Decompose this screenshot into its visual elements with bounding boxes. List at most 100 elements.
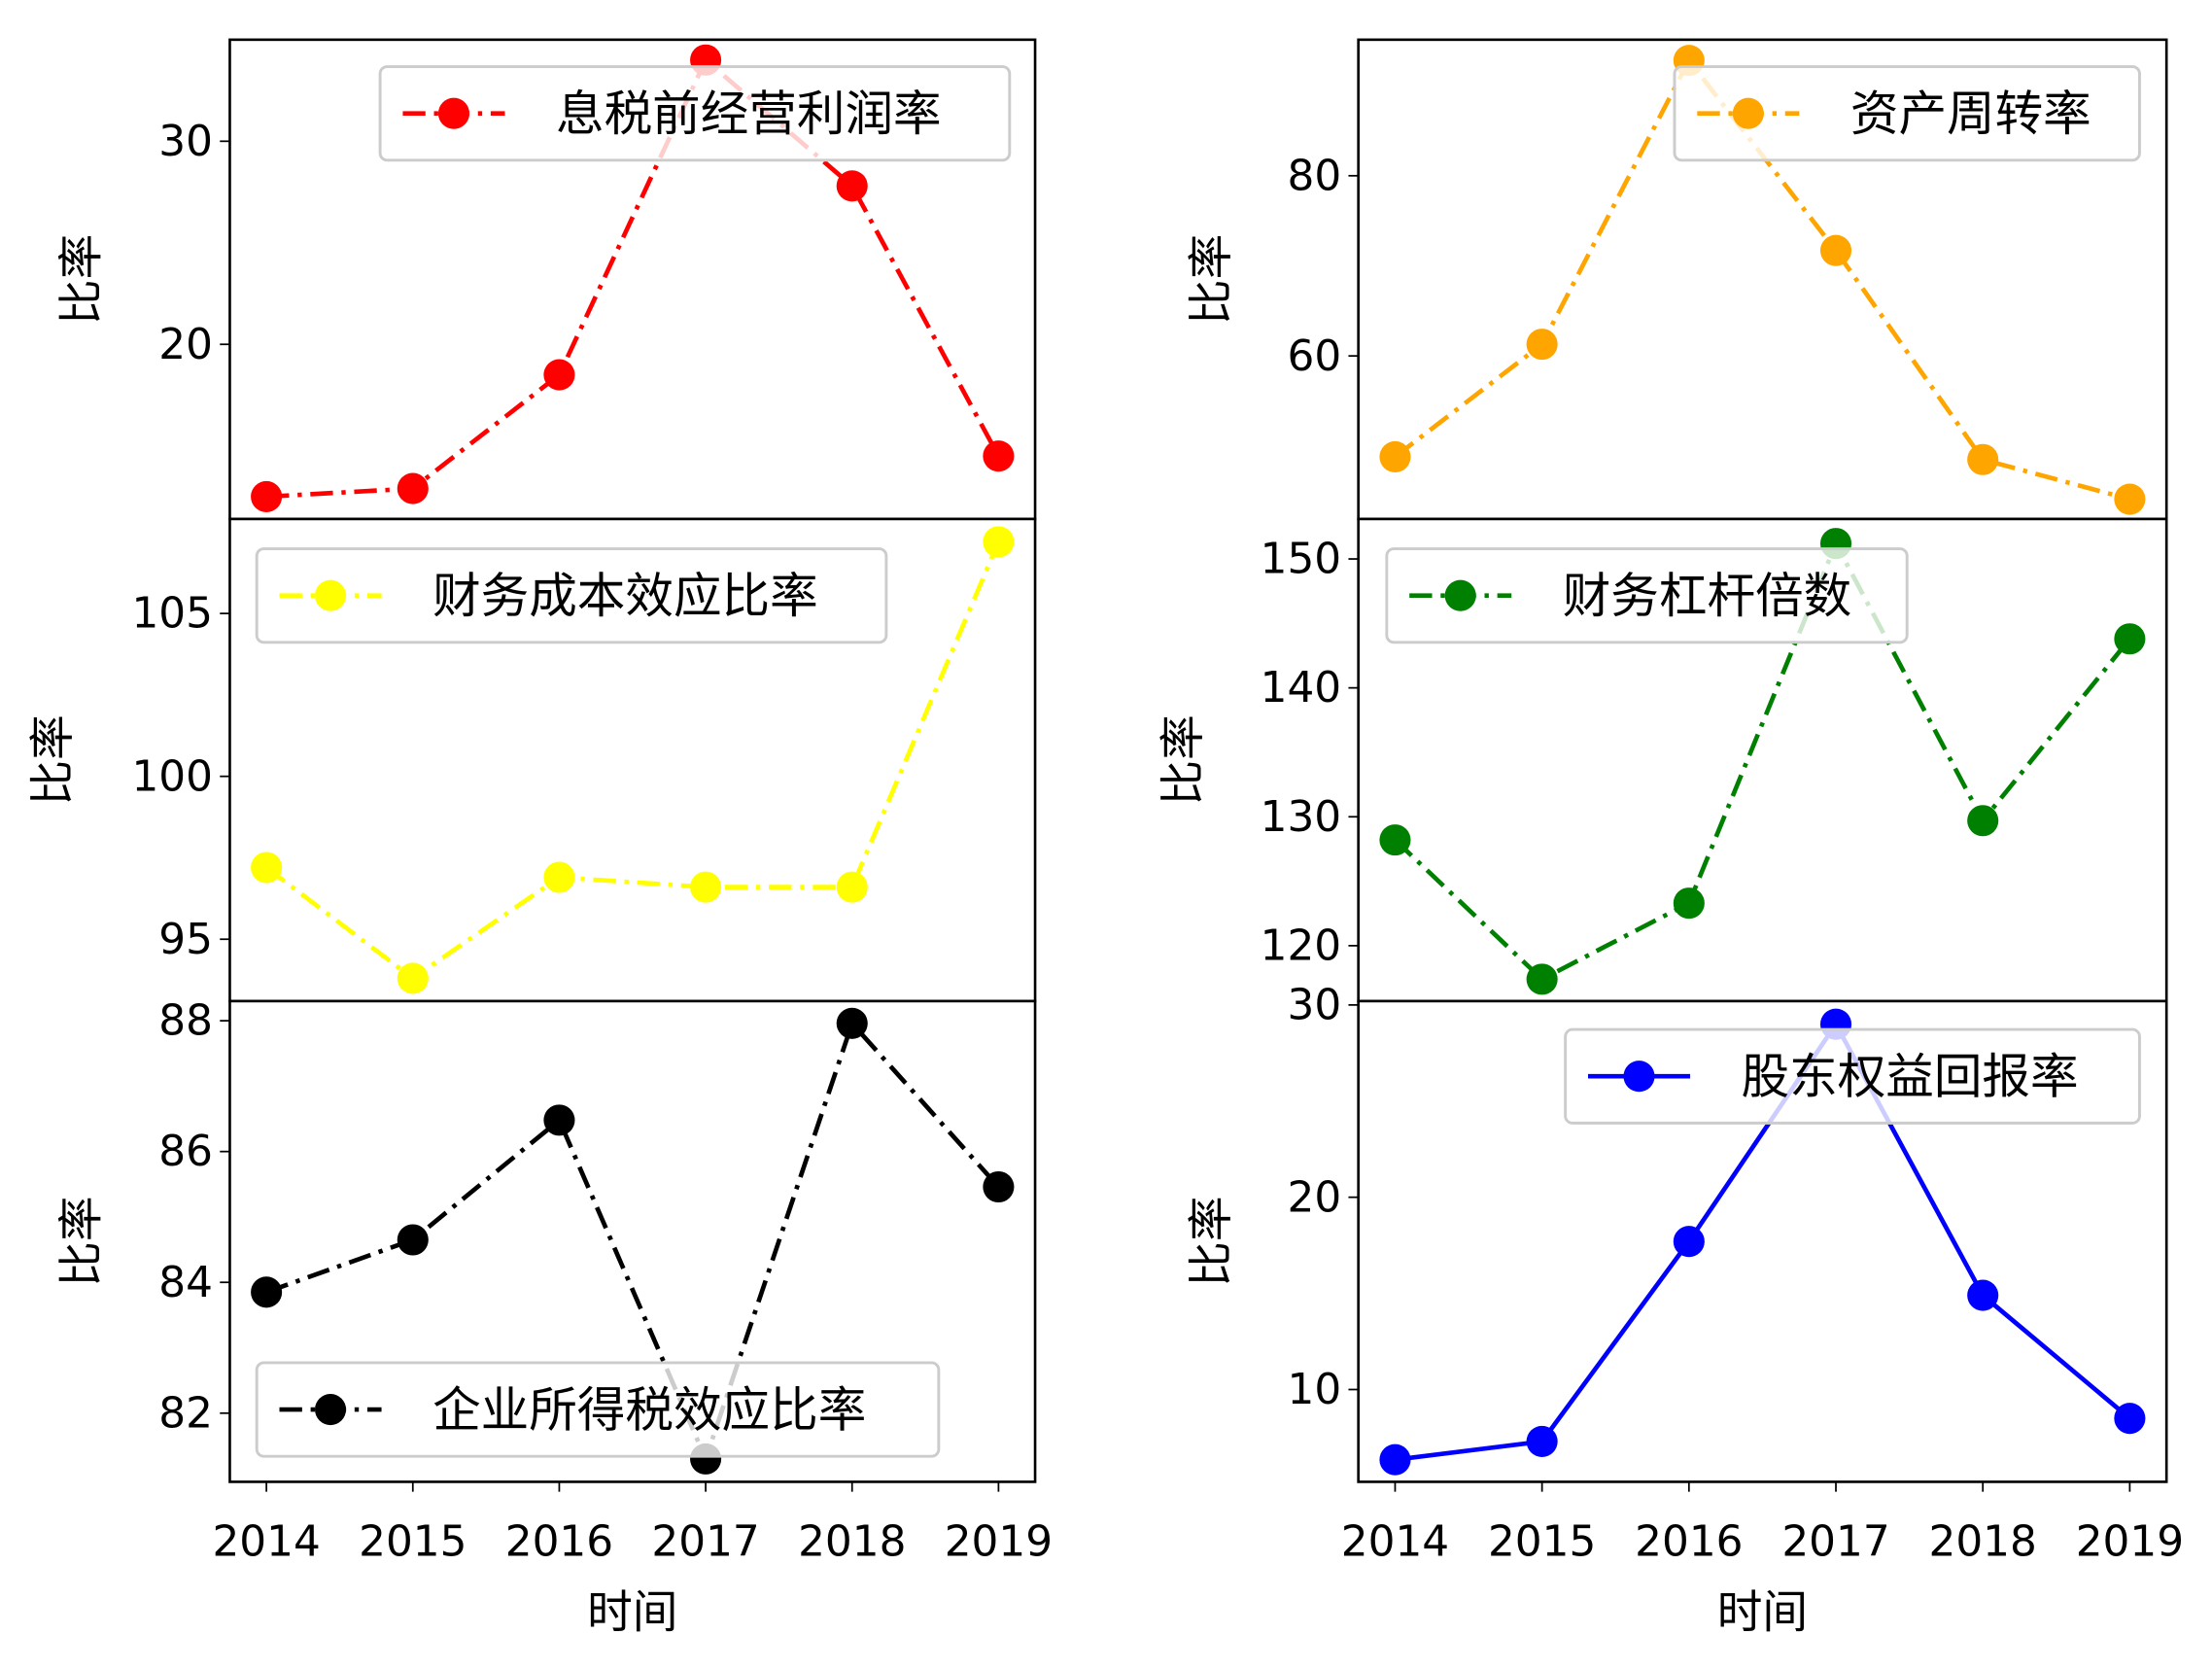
y-axis-label: 比率 bbox=[55, 234, 108, 325]
data-point bbox=[983, 526, 1015, 558]
subplot-1: 20 30 比率 息税前经营利润率 bbox=[55, 38, 1037, 530]
x-tick-label: 2014 bbox=[1341, 1516, 1449, 1566]
data-point bbox=[251, 852, 283, 884]
data-point bbox=[251, 1276, 283, 1308]
x-tick-label: 2017 bbox=[651, 1516, 759, 1566]
series-line bbox=[265, 1019, 1001, 1466]
series-line bbox=[1395, 1020, 2131, 1463]
data-point bbox=[1673, 887, 1705, 920]
y-tick-label: 120 bbox=[1261, 921, 1342, 970]
data-point bbox=[543, 861, 575, 893]
data-point bbox=[2114, 623, 2146, 655]
legend: 资产周转率 bbox=[1673, 65, 2141, 162]
y-tick-label: 20 bbox=[158, 320, 213, 369]
data-point bbox=[1379, 1443, 1411, 1476]
subplot-2: 60 80 比率 资产周转率 bbox=[1186, 38, 2168, 530]
y-tick-label: 30 bbox=[158, 117, 213, 166]
x-tick-label: 2015 bbox=[1488, 1516, 1596, 1566]
legend-marker bbox=[1623, 1061, 1655, 1093]
data-point bbox=[983, 1170, 1015, 1203]
legend-label: 股东权益回报率 bbox=[1742, 1049, 2079, 1105]
y-tick-label: 82 bbox=[158, 1388, 213, 1438]
y-axis-label: 比率 bbox=[1186, 1197, 1238, 1287]
x-tick-label: 2019 bbox=[945, 1516, 1053, 1566]
subplot-4: 120 130 140 150 比率 财务杠杆倍数 bbox=[1158, 517, 2168, 1012]
y-tick-label: 105 bbox=[131, 589, 213, 639]
data-point bbox=[1967, 1279, 1999, 1311]
legend: 股东权益回报率 bbox=[1564, 1027, 2141, 1125]
y-tick-label: 150 bbox=[1261, 535, 1342, 584]
data-point bbox=[2114, 483, 2146, 515]
axes-frame bbox=[228, 999, 1037, 1483]
y-tick-label: 30 bbox=[1287, 980, 1341, 1029]
x-tick-label: 2017 bbox=[1781, 1516, 1889, 1566]
y-tick-label: 60 bbox=[1287, 331, 1341, 381]
y-tick-label: 88 bbox=[158, 996, 213, 1046]
x-tick-label: 2014 bbox=[212, 1516, 320, 1566]
legend: 财务成本效应比率 bbox=[255, 547, 888, 644]
legend-box bbox=[1673, 65, 2141, 162]
y-tick-label: 20 bbox=[1287, 1172, 1341, 1222]
x-axis-label: 时间 bbox=[1717, 1587, 1808, 1640]
legend-box bbox=[255, 1361, 941, 1458]
y-axis-label: 比率 bbox=[1158, 714, 1210, 805]
x-tick-label: 2018 bbox=[798, 1516, 906, 1566]
legend-label: 财务成本效应比率 bbox=[432, 568, 818, 624]
y-tick-label: 86 bbox=[158, 1127, 213, 1176]
x-tick-label: 2015 bbox=[359, 1516, 467, 1566]
data-point bbox=[983, 440, 1015, 472]
data-point bbox=[397, 472, 429, 504]
series-line bbox=[264, 540, 1001, 982]
data-point bbox=[836, 170, 868, 202]
x-tick-label: 2018 bbox=[1929, 1516, 2037, 1566]
y-tick-label: 130 bbox=[1261, 792, 1342, 842]
data-point bbox=[1526, 963, 1558, 995]
legend-marker bbox=[314, 1393, 347, 1426]
data-point bbox=[836, 871, 868, 903]
y-tick-label: 100 bbox=[131, 751, 213, 801]
legend-box bbox=[255, 547, 888, 644]
legend-box bbox=[1564, 1027, 2141, 1125]
legend-label: 财务杠杆倍数 bbox=[1563, 568, 1851, 624]
legend: 财务杠杆倍数 bbox=[1385, 547, 1909, 644]
data-point bbox=[1526, 1425, 1558, 1457]
legend-label: 企业所得税效应比率 bbox=[432, 1382, 866, 1439]
x-tick-label: 2016 bbox=[505, 1516, 613, 1566]
legend-label: 资产周转率 bbox=[1850, 86, 2091, 142]
data-point bbox=[690, 871, 722, 903]
legend-marker bbox=[1444, 579, 1476, 611]
y-tick-label: 10 bbox=[1287, 1365, 1341, 1414]
data-point bbox=[1379, 440, 1411, 473]
legend-marker bbox=[1732, 97, 1764, 129]
subplot-3: 95 100 105 比率 财务成本效应比率 bbox=[27, 517, 1037, 1012]
x-axis-label: 时间 bbox=[587, 1587, 677, 1640]
data-point bbox=[836, 1007, 868, 1039]
series-line bbox=[1393, 538, 2132, 983]
data-point bbox=[2114, 1403, 2146, 1435]
data-point bbox=[251, 480, 283, 512]
x-tick-label: 2019 bbox=[2076, 1516, 2184, 1566]
data-point bbox=[1526, 329, 1558, 361]
x-tick-label: 2016 bbox=[1635, 1516, 1743, 1566]
data-point bbox=[543, 1104, 575, 1136]
legend-marker bbox=[314, 579, 347, 611]
data-point bbox=[397, 1224, 429, 1256]
legend-box bbox=[1385, 547, 1909, 644]
y-tick-label: 84 bbox=[158, 1258, 213, 1307]
y-tick-label: 95 bbox=[158, 915, 213, 964]
y-tick-label: 80 bbox=[1287, 151, 1341, 200]
data-point bbox=[1819, 234, 1852, 266]
legend: 息税前经营利润率 bbox=[378, 65, 1012, 162]
data-point bbox=[397, 962, 429, 994]
y-axis-label: 比率 bbox=[55, 1197, 108, 1287]
data-point bbox=[1379, 824, 1411, 856]
data-point bbox=[1673, 1226, 1705, 1258]
data-point bbox=[1967, 805, 1999, 837]
legend-label: 息税前经营利润率 bbox=[556, 86, 942, 142]
y-tick-label: 140 bbox=[1261, 663, 1342, 713]
y-axis-label: 比率 bbox=[1186, 234, 1238, 325]
legend-marker bbox=[437, 97, 470, 129]
